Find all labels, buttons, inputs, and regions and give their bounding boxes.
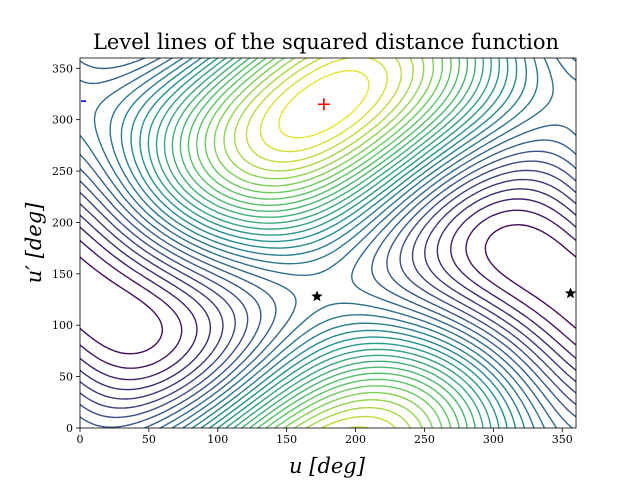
y-tick-label: 350 (52, 62, 73, 75)
contour-level-line (80, 169, 576, 409)
contour-level-line (80, 58, 576, 428)
contour-level-line (278, 70, 370, 139)
x-tick-label: 250 (414, 433, 435, 446)
x-tick-label: 50 (142, 433, 156, 446)
contour-level-line (163, 58, 484, 428)
x-tick-label: 150 (276, 433, 297, 446)
contour-level-line (204, 58, 444, 428)
contour-level-line (80, 58, 576, 428)
y-axis: 0 50 100 150 200 250 300 350 (52, 62, 80, 435)
chart-title: Level lines of the squared distance func… (93, 30, 559, 54)
contour-level-line (80, 224, 576, 355)
maximum-plus-marker (317, 98, 330, 111)
contour-level-line (233, 58, 414, 428)
marker-layer (81, 98, 577, 302)
contour-level-line (80, 209, 576, 369)
contour-level-line (187, 58, 460, 428)
contour-level-line (179, 58, 469, 428)
y-tick-label: 100 (52, 319, 73, 332)
y-tick-label: 50 (59, 371, 73, 384)
x-axis: 0 50 100 150 200 250 300 350 (77, 428, 573, 446)
contour-level-line (80, 150, 576, 428)
contour-level-line (80, 178, 576, 400)
y-tick-label: 250 (52, 165, 73, 178)
contour-level-line (171, 58, 476, 428)
critical-point-star-marker (564, 287, 577, 299)
y-axis-label: u′ [deg] (22, 202, 46, 283)
y-tick-label: 150 (52, 268, 73, 281)
x-tick-label: 350 (552, 433, 573, 446)
contour-level-line (147, 58, 500, 428)
contour-level-line (245, 58, 402, 428)
contour-lines (80, 58, 576, 428)
contour-level-line (259, 58, 388, 428)
x-tick-label: 200 (345, 433, 366, 446)
contour-level-line (80, 160, 576, 419)
contour-level-line (109, 58, 539, 428)
x-axis-label: u [deg] (289, 454, 366, 478)
contour-level-line (196, 58, 452, 428)
contour-level-line (213, 58, 435, 428)
contour-level-line (80, 198, 576, 381)
x-tick-label: 0 (77, 433, 84, 446)
contour-level-line (80, 188, 576, 391)
y-tick-label: 200 (52, 216, 73, 229)
y-tick-label: 0 (66, 422, 73, 435)
y-tick-label: 300 (52, 114, 73, 127)
contour-level-line (93, 58, 554, 428)
contour-level-line (223, 58, 425, 428)
x-tick-label: 100 (207, 433, 228, 446)
contour-level-line (155, 58, 492, 428)
contour-level-line (139, 58, 509, 428)
x-tick-label: 300 (483, 433, 504, 446)
contour-level-line (120, 58, 527, 428)
plot-frame (79, 57, 577, 429)
contour-level-line (130, 58, 518, 428)
critical-point-star-marker (311, 290, 323, 302)
